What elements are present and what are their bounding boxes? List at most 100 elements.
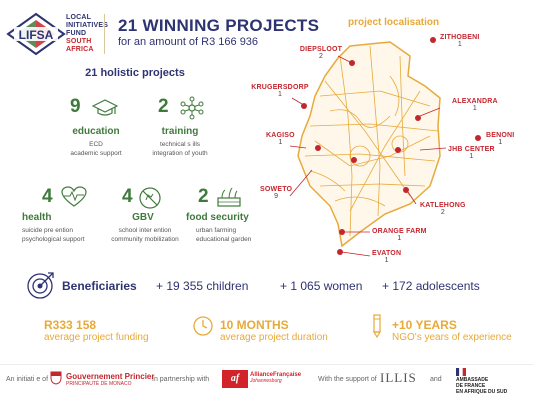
city-name: ALEXANDRA: [452, 98, 498, 105]
city-count: 1: [472, 105, 477, 112]
detail-line: psychological support: [22, 236, 85, 243]
city-benoni: BENONI 1: [486, 132, 514, 146]
alliance-francaise-logo: af: [222, 370, 248, 388]
gbv-details: school inter ention community mobilizati…: [100, 226, 190, 244]
city-name: SOWETO: [260, 186, 293, 193]
city-kagiso: KAGISO 1: [266, 132, 295, 146]
af-name: AllianceFrançaise: [250, 372, 302, 378]
logo-text: LOCAL INITIATIVES FUND SOUTH AFRICA: [66, 14, 108, 54]
af-sub: Johannesburg: [250, 378, 282, 384]
embassy-france: AMBASSADE DE FRANCE EN AFRIQUE DU SUD: [456, 377, 507, 395]
gov-name: Gouvernement Princier: [66, 372, 155, 381]
city-name: DIEPSLOOT: [299, 46, 343, 53]
footer-and: and: [430, 376, 442, 383]
city-count: 1: [384, 257, 389, 264]
no-violence-icon: [139, 187, 161, 209]
category-gbv: 4: [122, 186, 192, 209]
city-evaton: EVATON 1: [372, 250, 401, 264]
alliance-francaise: AllianceFrançaise Johannesburg: [250, 372, 301, 384]
footer-partnership: In partnership with: [152, 376, 210, 383]
footer-support: With the support of: [318, 376, 377, 383]
category-training: 2: [158, 96, 228, 120]
holistic-title: 21 holistic projects: [85, 67, 185, 79]
city-count: 1: [498, 139, 503, 146]
detail-line: ECD: [89, 141, 103, 148]
training-count: 2: [158, 96, 169, 117]
food-label: food security: [186, 212, 249, 223]
city-name: BENONI: [486, 132, 515, 139]
gauteng-map: [297, 41, 441, 248]
detail-line: technical s ills: [159, 141, 201, 148]
logo-line: AFRICA: [66, 46, 94, 53]
logo-line: LOCAL: [66, 14, 92, 21]
detail-line: suicide pre ention: [22, 227, 73, 234]
city-count: 1: [278, 91, 282, 98]
clock-icon: [193, 316, 213, 336]
map-title: project localisation: [348, 17, 440, 28]
city-count: 2: [440, 209, 445, 216]
stat-experience: +10 YEARS NGO's years of experience: [392, 318, 512, 343]
header-divider: [104, 14, 105, 54]
city-zithobeni: ZITHOBENI 1: [440, 34, 480, 48]
city-name: EVATON: [372, 250, 402, 257]
city-count: 1: [469, 153, 474, 160]
education-details: ECD academic support: [56, 140, 136, 158]
city-name: ZITHOBENI: [440, 34, 480, 41]
monaco-crest-icon: [50, 371, 62, 385]
training-label: training: [161, 126, 199, 137]
duration-value: 10 MONTHS: [220, 318, 289, 332]
city-count: 2: [319, 53, 323, 60]
beneficiaries-children: + 19 355 children: [156, 279, 249, 293]
embassy-line: EN AFRIQUE DU SUD: [456, 389, 508, 395]
detail-line: urban farming: [196, 227, 237, 234]
city-krugersdorp: KRUGERSDORP 1: [250, 84, 310, 98]
health-count: 4: [42, 186, 53, 207]
stat-funding: R333 158 average project funding: [44, 318, 149, 343]
detail-line: school inter ention: [118, 227, 172, 234]
illis-logo: ILLIS: [380, 370, 417, 385]
category-education: 9: [70, 96, 140, 118]
detail-line: community mobilization: [111, 236, 179, 243]
city-katlehong: KATLEHONG 2: [420, 202, 466, 216]
food-count: 2: [198, 186, 209, 207]
gbv-label: GBV: [132, 212, 154, 223]
detail-line: educational garden: [196, 236, 252, 243]
funding-label: average project funding: [44, 332, 149, 343]
french-flag-icon: [456, 368, 466, 377]
city-diepsloot: DIEPSLOOT 2: [296, 46, 346, 60]
gbv-count: 4: [122, 186, 133, 207]
city-count: 9: [274, 193, 279, 200]
page-title: 21 WINNING PROJECTS: [118, 16, 320, 35]
beneficiaries-label: Beneficiaries: [62, 279, 137, 293]
city-count: 1: [278, 139, 283, 146]
embassy-line: DE FRANCE: [456, 383, 486, 389]
footer-initiative: An initiati e of: [6, 376, 49, 383]
health-label: health: [22, 212, 52, 223]
city-name: JHB CENTER: [448, 146, 495, 153]
city-name: KAGISO: [266, 132, 295, 139]
training-details: technical s ills integration of youth: [136, 140, 224, 158]
logo-line: FUND: [66, 30, 87, 37]
network-icon: [180, 96, 204, 120]
logo-line: INITIATIVES: [66, 22, 109, 29]
funding-value: R333 158: [44, 318, 97, 332]
city-orange-farm: ORANGE FARM 1: [372, 228, 427, 242]
city-jhb-center: JHB CENTER 1: [448, 146, 495, 160]
city-count: 1: [457, 41, 462, 48]
city-count: 1: [397, 235, 402, 242]
detail-line: integration of youth: [152, 150, 208, 157]
experience-value: +10 YEARS: [392, 318, 457, 332]
embassy-line: AMBASSADE: [456, 377, 489, 383]
marker-benoni: [475, 135, 481, 141]
city-name: ORANGE FARM: [372, 228, 427, 235]
category-health: 4: [42, 186, 112, 208]
city-name: KATLEHONG: [420, 202, 466, 209]
stat-duration: 10 MONTHS average project duration: [220, 318, 328, 343]
logo-line: SOUTH: [66, 38, 92, 45]
logo-acronym: LIFSA: [19, 28, 54, 42]
detail-line: academic support: [70, 150, 122, 157]
graduation-cap-icon: [92, 99, 118, 116]
duration-label: average project duration: [220, 332, 328, 343]
city-name: KRUGERSDORP: [251, 84, 309, 91]
education-label: education: [72, 126, 120, 137]
